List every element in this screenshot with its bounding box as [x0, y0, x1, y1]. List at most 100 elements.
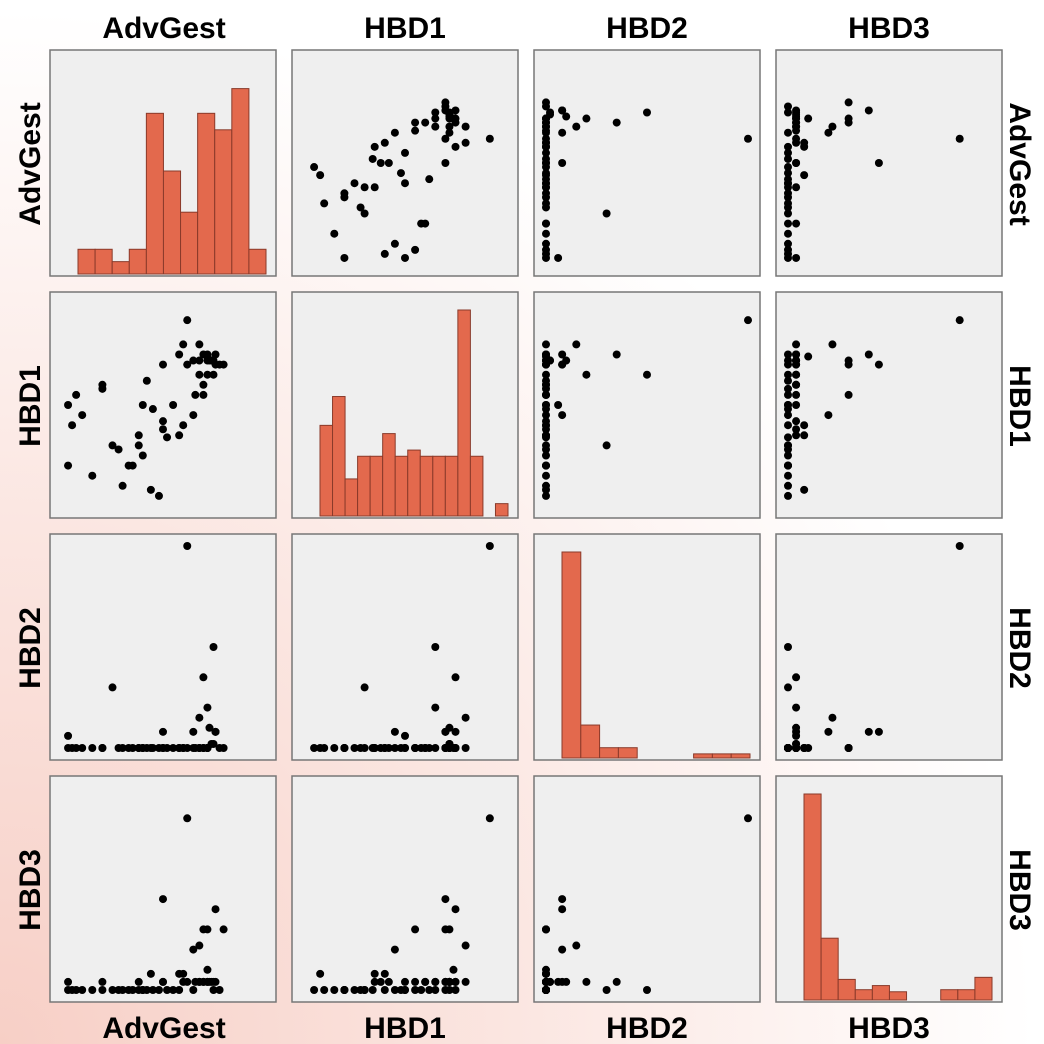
hist-bar-hbd3-3 — [854, 989, 873, 1001]
point-hbd1-advgest-39 — [340, 189, 349, 198]
point-hbd3-hbd2-7 — [784, 683, 792, 692]
point-hbd2-advgest-11 — [542, 199, 550, 208]
point-advgest-hbd1-20 — [195, 370, 204, 379]
point-hbd1-hbd2-40 — [360, 744, 369, 752]
hist-bar-hbd1-14 — [494, 503, 509, 517]
hist-bar-hbd1-6 — [394, 455, 409, 517]
point-hbd1-advgest-2 — [401, 253, 409, 262]
hist-bar-hbd3-1 — [820, 937, 839, 1001]
point-hbd3-advgest-2 — [792, 253, 801, 262]
point-hbd2-hbd1-23 — [582, 370, 591, 379]
point-hbd1-hbd3-48 — [451, 905, 460, 914]
point-hbd3-hbd1-36 — [792, 425, 801, 434]
point-hbd3-hbd2-32 — [792, 727, 801, 736]
panel-background — [291, 533, 519, 761]
point-hbd1-hbd3-36 — [376, 977, 385, 986]
point-hbd2-advgest-6 — [542, 219, 550, 228]
hist-bar-hbd2-8 — [711, 753, 732, 759]
point-advgest-hbd2-3 — [64, 744, 73, 752]
point-hbd2-advgest-23 — [582, 114, 591, 123]
point-hbd1-hbd2-39 — [340, 744, 349, 752]
hist-bar-advgest-0 — [77, 248, 96, 275]
point-advgest-hbd1-40 — [134, 441, 143, 450]
point-hbd1-advgest-26 — [411, 126, 420, 135]
point-hbd2-advgest-37 — [542, 154, 550, 163]
point-hbd2-advgest-51 — [542, 163, 550, 172]
point-hbd2-hbd1-1 — [542, 411, 550, 420]
point-advgest-hbd1-6 — [98, 380, 107, 389]
point-hbd3-advgest-40 — [784, 183, 792, 192]
point-hbd2-hbd1-52 — [542, 485, 550, 494]
panel-hbd1-vs-hbd3 — [775, 291, 1003, 519]
panel-background — [49, 775, 277, 1003]
point-hbd2-advgest-30 — [612, 118, 621, 127]
point-hbd1-advgest-0 — [380, 249, 389, 258]
point-hbd1-advgest-22 — [421, 118, 430, 127]
point-advgest-hbd1-17 — [175, 350, 184, 359]
point-advgest-hbd2-10 — [88, 744, 97, 752]
point-advgest-hbd1-34 — [219, 360, 228, 369]
point-hbd1-advgest-34 — [441, 98, 450, 107]
point-hbd2-advgest-39 — [542, 189, 550, 198]
point-hbd3-hbd1-30 — [792, 350, 801, 359]
hist-bar-hbd1-5 — [382, 433, 396, 517]
point-hbd1-hbd3-22 — [421, 977, 430, 986]
point-hbd3-advgest-28 — [844, 114, 853, 123]
point-advgest-hbd3-50 — [183, 814, 192, 823]
point-hbd2-advgest-43 — [542, 142, 550, 151]
point-hbd2-hbd3-49 — [572, 941, 581, 950]
hist-bar-hbd3-8 — [940, 989, 959, 1001]
point-hbd1-advgest-44 — [445, 122, 454, 131]
point-hbd1-advgest-40 — [360, 183, 369, 192]
point-advgest-hbd2-34 — [219, 744, 228, 752]
point-hbd2-hbd3-16 — [558, 895, 567, 904]
col-label-bottom-hbd2: HBD2 — [606, 1012, 688, 1044]
panel-hbd1-vs-advgest — [49, 291, 277, 519]
point-hbd1-hbd3-26 — [411, 977, 420, 986]
point-hbd2-advgest-4 — [542, 245, 550, 254]
point-advgest-hbd2-11 — [118, 744, 127, 752]
point-hbd3-advgest-4 — [784, 245, 792, 254]
panel-hbd3-vs-hbd2 — [533, 775, 761, 1003]
point-hbd3-advgest-39 — [784, 189, 792, 198]
row-label-left-hbd1: HBD1 — [14, 365, 47, 447]
row-label-right-hbd1: HBD1 — [1003, 365, 1036, 447]
point-advgest-hbd2-52 — [146, 744, 155, 752]
point-hbd1-hbd3-15 — [425, 986, 434, 994]
point-hbd1-hbd2-50 — [485, 542, 494, 550]
point-advgest-hbd3-52 — [146, 969, 155, 978]
point-hbd3-hbd1-23 — [792, 370, 801, 379]
point-hbd1-advgest-23 — [431, 114, 440, 123]
panel-background — [533, 775, 761, 1003]
point-hbd1-advgest-11 — [320, 199, 329, 208]
point-advgest-hbd2-48 — [211, 727, 220, 736]
point-advgest-hbd3-12 — [134, 977, 143, 986]
point-hbd3-hbd1-40 — [784, 441, 792, 450]
point-advgest-hbd1-52 — [146, 485, 155, 494]
point-hbd1-hbd3-52 — [316, 969, 325, 978]
point-hbd1-advgest-35 — [384, 159, 393, 167]
point-hbd2-hbd1-47 — [546, 356, 555, 365]
panel-background — [291, 775, 519, 1003]
panel-hbd2-vs-hbd2 — [533, 533, 761, 761]
point-advgest-hbd1-44 — [195, 356, 204, 365]
point-hbd3-hbd1-38 — [784, 451, 792, 460]
point-advgest-hbd2-7 — [108, 683, 117, 692]
panel-hbd1-vs-hbd2 — [533, 291, 761, 519]
point-hbd2-advgest-29 — [562, 112, 571, 121]
point-hbd3-hbd1-10 — [784, 471, 792, 480]
panel-background — [49, 533, 277, 761]
point-hbd1-advgest-50 — [485, 134, 494, 143]
point-hbd3-hbd1-2 — [792, 401, 801, 409]
point-hbd2-hbd3-47 — [546, 977, 555, 986]
point-hbd1-advgest-20 — [431, 122, 440, 131]
point-advgest-hbd2-41 — [169, 744, 178, 752]
point-hbd1-advgest-31 — [431, 108, 440, 117]
point-advgest-hbd1-49 — [195, 340, 204, 349]
point-hbd1-advgest-1 — [390, 239, 399, 248]
point-advgest-hbd3-5 — [98, 986, 107, 994]
col-label-top-advgest: AdvGest — [102, 12, 225, 45]
panel-background — [775, 291, 1003, 519]
point-advgest-hbd1-31 — [209, 370, 218, 379]
point-hbd1-hbd2-42 — [380, 744, 389, 752]
